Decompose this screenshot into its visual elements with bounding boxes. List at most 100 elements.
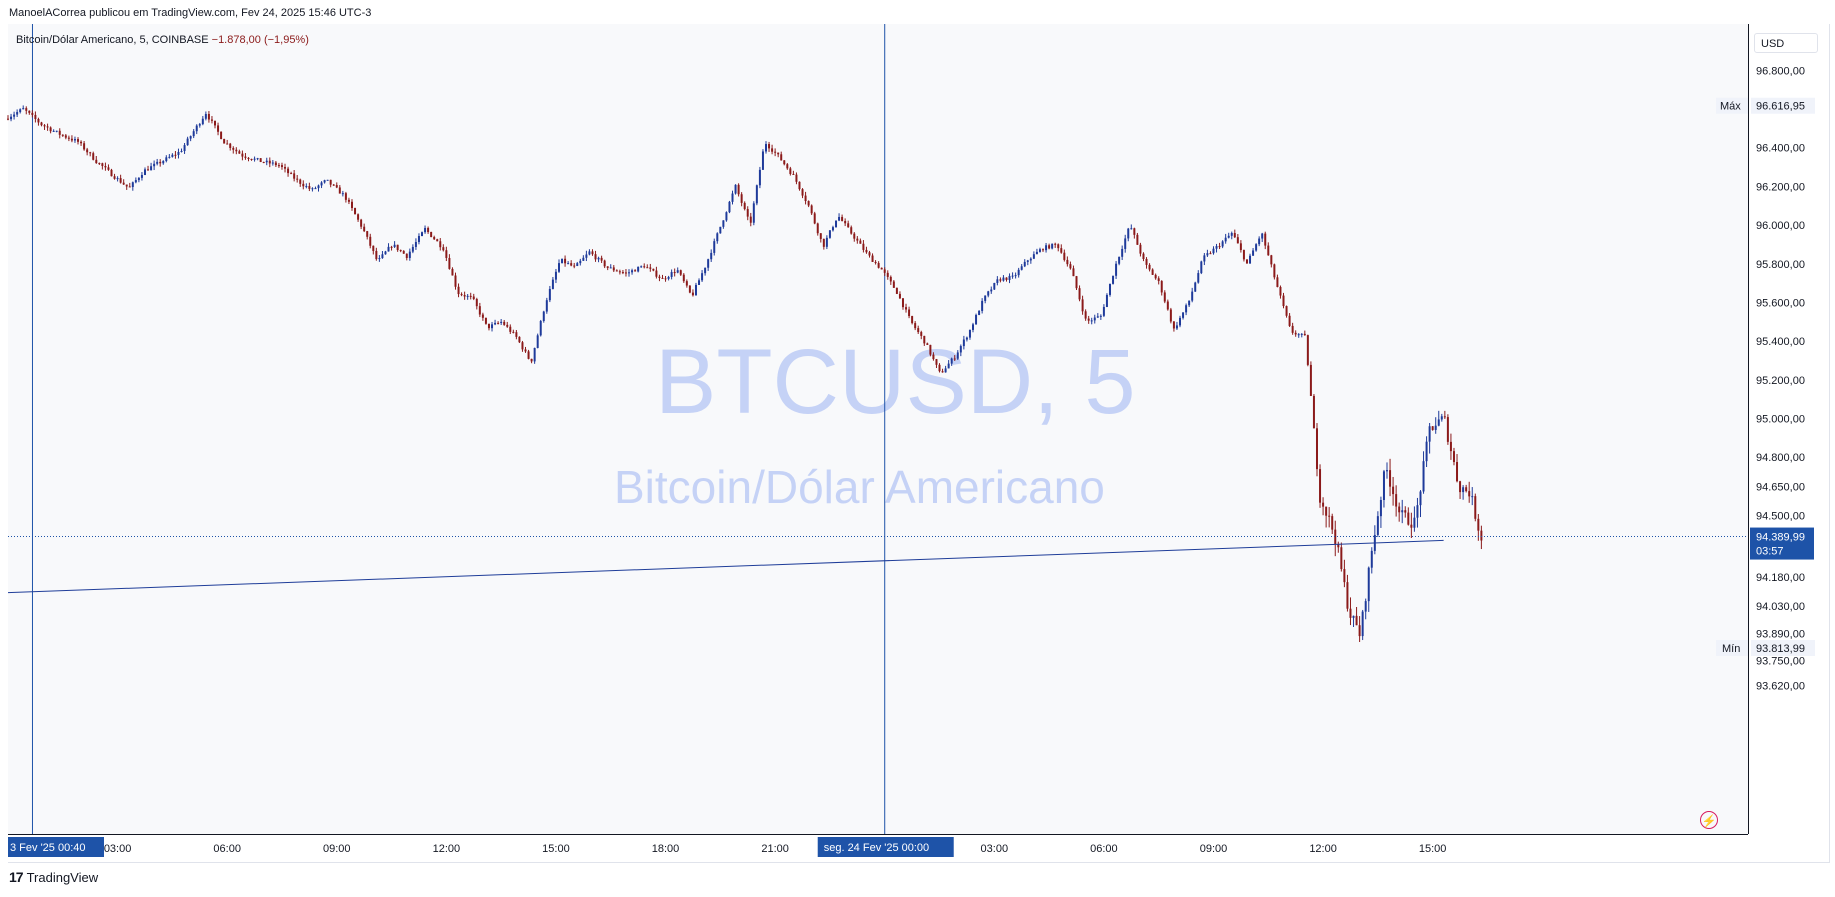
symbol-legend[interactable]: Bitcoin/Dólar Americano, 5, COINBASE −1.… <box>16 34 309 46</box>
candle-body <box>859 240 862 244</box>
candle-body <box>953 358 956 360</box>
candle-body <box>996 279 999 283</box>
candle-body <box>1112 275 1115 284</box>
candle-body <box>591 251 594 255</box>
candle-body <box>31 112 34 115</box>
candle-body <box>929 344 932 355</box>
tradingview-logo[interactable]: 17 TradingView <box>9 869 98 885</box>
candle-body <box>1456 462 1459 482</box>
candle-body <box>1428 426 1431 442</box>
legend-change: −1.878,00 (−1,95%) <box>211 34 309 46</box>
candle-body <box>448 257 451 269</box>
candle-body <box>1416 505 1419 518</box>
candle-body <box>877 263 880 268</box>
candle-body <box>408 251 411 258</box>
candle-body <box>1294 332 1297 335</box>
candle-body <box>55 130 58 132</box>
candle-body <box>792 173 795 175</box>
candle-body <box>911 316 914 324</box>
candle-body <box>116 178 119 180</box>
candle-body <box>1206 253 1209 256</box>
candle-body <box>679 270 682 275</box>
plot-area[interactable] <box>8 24 1748 834</box>
candle-body <box>716 233 719 242</box>
candle-body <box>670 272 673 277</box>
candle-body <box>58 130 61 135</box>
candle-body <box>1233 233 1236 238</box>
candle-body <box>28 110 31 113</box>
candle-body <box>917 328 920 333</box>
candle-body <box>987 291 990 296</box>
candle-body <box>487 323 490 329</box>
price-axis[interactable] <box>1748 24 1829 834</box>
candle-body <box>280 165 283 167</box>
candle-body <box>43 125 46 127</box>
candle-body <box>1136 234 1139 245</box>
candle-body <box>165 157 168 162</box>
candle-body <box>898 293 901 299</box>
candle-body <box>174 154 177 156</box>
candle-body <box>594 254 597 260</box>
candle-body <box>92 153 95 160</box>
candle-body <box>1401 510 1404 513</box>
candle-body <box>831 227 834 231</box>
candle-body <box>874 261 877 264</box>
candle-body <box>1462 487 1465 493</box>
candle-body <box>1014 275 1017 277</box>
candle-body <box>284 166 287 169</box>
candle-body <box>393 244 396 247</box>
candle-body <box>1337 543 1340 548</box>
candle-body <box>113 176 116 179</box>
candle-body <box>691 292 694 296</box>
candle-body <box>1398 506 1401 513</box>
candle-body <box>822 238 825 247</box>
candle-body <box>390 246 393 248</box>
candle-body <box>536 335 539 348</box>
candle-body <box>795 174 798 182</box>
candle-body <box>229 143 232 148</box>
candle-body <box>1319 469 1322 503</box>
candle-body <box>1108 283 1111 295</box>
candle-body <box>1410 524 1413 528</box>
candle-body <box>1209 253 1212 255</box>
candle-body <box>101 163 104 166</box>
candle-body <box>500 321 503 323</box>
candle-body <box>850 227 853 234</box>
candle-body <box>1422 461 1425 492</box>
time-axis[interactable] <box>8 834 1748 862</box>
candle-body <box>287 168 290 174</box>
candle-body <box>944 368 947 373</box>
candle-body <box>1273 264 1276 278</box>
candle-body <box>798 181 801 190</box>
candle-body <box>1154 274 1157 279</box>
candle-body <box>363 226 366 232</box>
lightning-icon[interactable]: ⚡ <box>1700 811 1718 829</box>
candle-body <box>941 371 944 373</box>
candle-body <box>1459 481 1462 493</box>
candle-body <box>856 238 859 241</box>
candle-body <box>241 153 244 157</box>
candle-body <box>506 324 509 327</box>
candle-body <box>667 276 670 279</box>
candle-body <box>1285 306 1288 316</box>
candle-body <box>789 168 792 174</box>
currency-selector[interactable]: USD <box>1754 33 1818 53</box>
candle-body <box>582 257 585 261</box>
candle-body <box>1239 243 1242 251</box>
candle-body <box>1309 364 1312 396</box>
candle-body <box>360 219 363 227</box>
candle-body <box>375 250 378 260</box>
candle-body <box>1066 259 1069 265</box>
candle-body <box>905 307 908 310</box>
candle-body <box>652 268 655 271</box>
candle-body <box>1282 295 1285 307</box>
candle-body <box>1042 249 1045 251</box>
candle-body <box>73 139 76 141</box>
candle-body <box>993 282 996 290</box>
candle-body <box>521 342 524 350</box>
candle-body <box>478 306 481 315</box>
candle-body <box>640 266 643 268</box>
candle-body <box>682 274 685 282</box>
candle-body <box>740 194 743 203</box>
